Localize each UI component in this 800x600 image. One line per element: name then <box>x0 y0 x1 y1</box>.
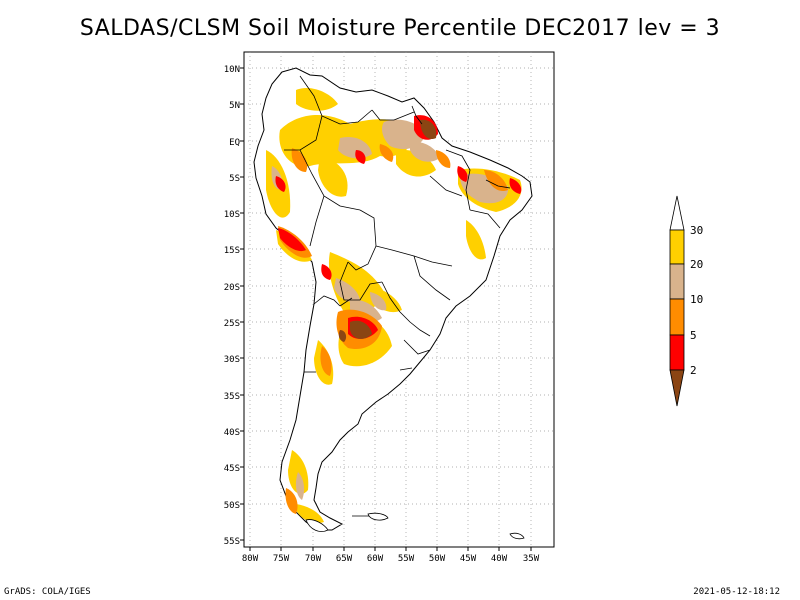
lat-label: 10S <box>224 210 240 220</box>
legend-label: 10 <box>690 293 703 306</box>
legend-label: 5 <box>690 329 697 342</box>
legend-label: 30 <box>690 224 703 237</box>
lon-label: 60W <box>367 554 384 564</box>
lon-ticks <box>249 547 532 551</box>
lat-label: 35S <box>224 392 240 402</box>
lon-label: 45W <box>460 554 477 564</box>
lon-label: 40W <box>491 554 508 564</box>
lat-label: 25S <box>224 319 240 329</box>
lat-label: 20S <box>224 283 240 293</box>
legend-label: 20 <box>690 258 703 271</box>
lon-label: 50W <box>429 554 446 564</box>
lat-label: 45S <box>224 464 240 474</box>
islands <box>305 512 525 540</box>
lat-label: 40S <box>224 428 240 438</box>
lat-label: 5S <box>229 174 240 184</box>
lat-label: 10N <box>224 65 240 75</box>
legend-swatch-20-30 <box>669 229 685 265</box>
legend-swatch-below-2 <box>669 369 685 407</box>
lat-ticks <box>240 67 244 541</box>
lat-axis: 10N 5N EQ 5S 10S 15S 20S 25S 30S 35S 40S… <box>224 65 240 547</box>
grads-credit: GrADS: COLA/IGES <box>4 587 91 597</box>
legend-swatch-2-5 <box>669 334 685 371</box>
render-timestamp: 2021-05-12-18:12 <box>693 587 780 597</box>
legend-swatch-5-10 <box>669 298 685 336</box>
lat-label: 5N <box>229 101 240 111</box>
map-title: SALDAS/CLSM Soil Moisture Percentile DEC… <box>79 16 721 41</box>
legend-swatch-10-20 <box>669 263 685 300</box>
lat-label: EQ <box>229 138 240 148</box>
lon-label: 65W <box>336 554 353 564</box>
lat-label: 50S <box>224 501 240 511</box>
legend-label: 2 <box>690 364 697 377</box>
lat-label: 30S <box>224 355 240 365</box>
lon-label: 55W <box>398 554 415 564</box>
lon-label: 80W <box>242 554 259 564</box>
lon-label: 35W <box>523 554 540 564</box>
country-borders <box>284 75 511 519</box>
colorbar-legend: 30 20 10 5 2 <box>669 195 703 407</box>
legend-swatch-above-30 <box>669 195 685 231</box>
lon-label: 75W <box>273 554 290 564</box>
lat-label: 15S <box>224 246 240 256</box>
lat-label: 55S <box>224 537 240 547</box>
lon-label: 70W <box>305 554 322 564</box>
lon-axis: 80W 75W 70W 65W 60W 55W 50W 45W 40W 35W <box>242 554 540 564</box>
